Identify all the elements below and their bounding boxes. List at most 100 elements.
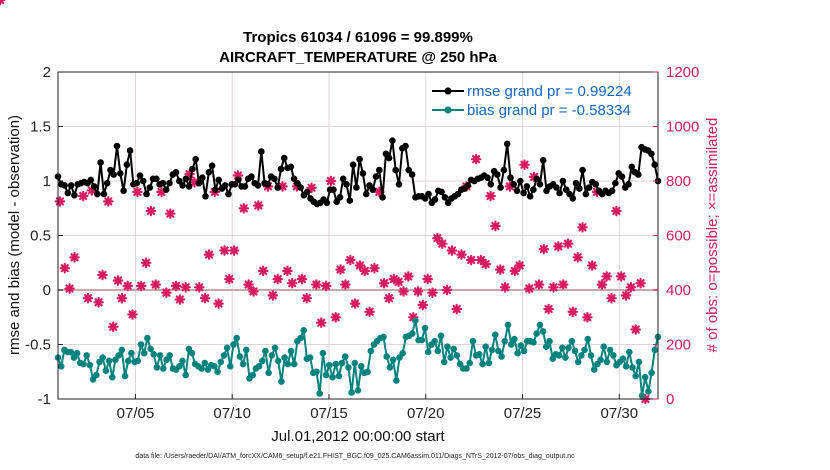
bias-point <box>201 359 209 367</box>
obs-count-marker <box>538 243 550 255</box>
bias-point <box>278 378 285 385</box>
bias-point <box>290 360 298 368</box>
bias-point <box>300 327 308 334</box>
obs-star <box>311 279 322 290</box>
rmse-point <box>254 182 262 189</box>
obs-star <box>606 292 617 304</box>
bias-point <box>338 359 346 367</box>
bias-point <box>559 344 566 352</box>
rmse-point <box>343 181 350 188</box>
obs-count-marker <box>606 292 617 304</box>
rmse-point <box>438 188 445 196</box>
rmse-point <box>100 190 108 198</box>
obs-count-marker <box>325 175 337 187</box>
obs-count-marker <box>132 186 143 198</box>
bias-point <box>476 351 483 358</box>
bias-point <box>182 371 189 379</box>
obs-count-marker <box>504 181 516 192</box>
obs-count-marker <box>180 281 191 293</box>
obs-star <box>485 190 496 202</box>
obs-count-marker <box>475 254 487 266</box>
bias-point <box>421 324 429 332</box>
y-tick-label: -0.5 <box>25 337 51 354</box>
obs-count-marker <box>213 298 224 309</box>
rmse-point <box>71 191 78 199</box>
obs-count-marker <box>243 279 254 290</box>
obs-star <box>156 186 167 198</box>
obs-star <box>174 294 186 305</box>
obs-count-marker <box>122 280 133 292</box>
obs-count-marker <box>383 292 395 304</box>
obs-count-marker <box>586 260 598 271</box>
rmse-point <box>94 190 101 198</box>
obs-star <box>562 238 574 249</box>
obs-star <box>422 273 434 285</box>
bias-point <box>262 347 269 355</box>
obs-count-marker <box>340 279 351 290</box>
bias-point <box>144 334 151 342</box>
bias-point <box>444 343 451 351</box>
bias-point <box>236 353 244 360</box>
obs-star <box>417 299 429 311</box>
obs-count-marker <box>140 257 152 269</box>
rmse-point <box>369 186 377 193</box>
bias-point <box>265 369 272 377</box>
bias-point <box>504 321 512 329</box>
obs-star <box>494 264 506 275</box>
y2-tick-label: 800 <box>666 173 691 190</box>
bias-point <box>536 321 544 329</box>
obs-star <box>82 292 94 304</box>
obs-count-marker <box>86 185 98 196</box>
obs-star <box>301 292 313 304</box>
obs-star <box>257 265 269 277</box>
bias-point <box>223 344 231 352</box>
bias-point <box>274 357 282 365</box>
obs-star <box>582 311 593 323</box>
obs-count-marker <box>161 287 172 299</box>
obs-star <box>150 279 161 290</box>
bias-point <box>641 373 649 381</box>
rmse-point <box>166 179 173 187</box>
rmse-point <box>556 189 563 197</box>
bias-point <box>137 341 145 348</box>
obs-star <box>189 177 200 188</box>
bias-point <box>437 332 445 340</box>
obs-count-marker <box>127 309 138 320</box>
obs-count-marker <box>286 277 298 289</box>
bias-point <box>255 363 263 370</box>
obs-count-marker <box>451 303 463 315</box>
y2-tick-labels: 0 200 400 600 800 1000 1200 <box>666 64 699 408</box>
bias-point <box>335 372 343 380</box>
bias-point <box>115 352 122 359</box>
obs-count-marker <box>354 260 366 271</box>
obs-count-marker <box>485 190 496 202</box>
bias-point <box>86 361 94 369</box>
obs-count-marker <box>184 168 195 180</box>
bias-point <box>498 353 505 360</box>
obs-count-marker <box>533 279 545 290</box>
rmse-point <box>162 186 170 193</box>
obs-star <box>470 153 482 165</box>
obs-star <box>320 280 332 292</box>
bias-point <box>284 360 292 368</box>
bias-point <box>341 353 349 360</box>
legend-rmse-marker <box>444 87 452 95</box>
obs-star <box>359 265 371 277</box>
rmse-point <box>323 199 331 207</box>
obs-star <box>112 275 124 286</box>
y-tick-label: 0.5 <box>30 228 51 245</box>
obs-count-marker <box>359 265 371 277</box>
obs-star <box>161 287 172 299</box>
obs-count-marker <box>224 273 235 285</box>
rmse-point <box>592 181 599 188</box>
bias-point <box>562 354 569 361</box>
bias-point <box>565 344 572 352</box>
rmse-point <box>484 174 491 181</box>
obs-count-marker <box>398 286 409 297</box>
bias-point <box>431 337 438 345</box>
obs-star <box>286 277 298 289</box>
y-tick-label: 0 <box>43 282 51 299</box>
obs-count-marker <box>107 321 119 333</box>
bias-point <box>179 357 186 365</box>
bias-point <box>109 373 116 381</box>
